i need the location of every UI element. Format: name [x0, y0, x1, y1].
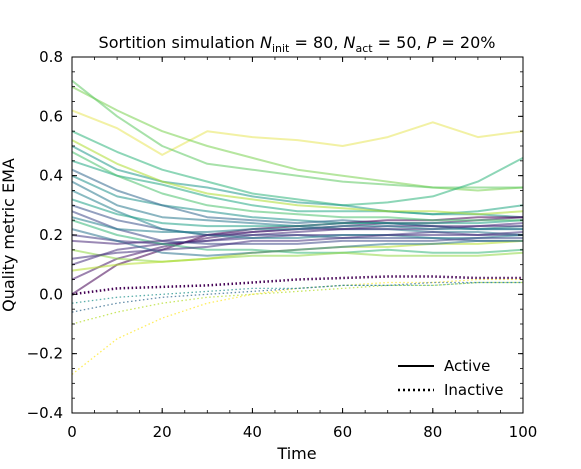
title-prefix: Sortition simulation [99, 33, 260, 52]
chart-title: Sortition simulation Ninit = 80, Nact = … [99, 33, 496, 55]
plot-frame [71, 56, 524, 414]
y-tick-label: 0.6 [39, 107, 63, 125]
series-line-16 [71, 248, 524, 263]
title-n2-sub: act [355, 42, 373, 55]
y-axis-label: Quality metric EMA [0, 158, 18, 312]
series-line-1 [71, 109, 524, 156]
x-axis-label: Time [276, 444, 316, 463]
x-tick-label: 100 [509, 423, 538, 441]
y-tick-label: 0.8 [39, 48, 63, 66]
title-n2-rest: = 50, [373, 33, 427, 52]
series-line-30 [71, 281, 523, 313]
series-layer [71, 79, 524, 375]
y-tick-label: 0.4 [39, 167, 63, 185]
legend-inactive-label: Inactive [444, 381, 504, 399]
series-line-27 [71, 275, 523, 296]
series-line-20 [71, 210, 523, 245]
title-p-rest: = 20% [436, 33, 495, 52]
x-tick-label: 40 [243, 423, 262, 441]
series-line-19 [71, 189, 524, 239]
series-line-28 [71, 278, 523, 375]
ticks-layer: 0 20 40 60 80 100 −0.4 −0.2 0.0 0.2 0.4 0.6 0.8 [27, 48, 538, 441]
y-tick-label: 0.0 [39, 285, 63, 303]
series-line-26 [71, 216, 523, 233]
y-tick-label: −0.2 [27, 345, 63, 363]
series-line-24 [71, 151, 523, 222]
series-line-23 [71, 198, 524, 228]
series-line-21 [71, 231, 524, 260]
legend: Active Inactive [398, 357, 504, 399]
title-n1-rest: = 80, [289, 33, 343, 52]
title-n1-sub: init [272, 42, 290, 55]
title-p: P [427, 33, 437, 52]
series-line-6 [71, 145, 524, 219]
x-tick-label: 0 [67, 423, 77, 441]
series-line-18 [71, 228, 523, 257]
y-tick-label: 0.2 [39, 226, 63, 244]
series-line-25 [71, 139, 524, 216]
series-line-3 [71, 79, 523, 189]
series-line-4 [71, 130, 524, 207]
series-line-29 [71, 281, 523, 325]
series-line-31 [71, 281, 523, 304]
y-tick-label: −0.4 [27, 404, 63, 422]
x-tick-label: 20 [153, 423, 172, 441]
title-n2: N [343, 33, 355, 52]
x-tick-label: 60 [333, 423, 352, 441]
x-tick-label: 80 [423, 423, 442, 441]
legend-active-label: Active [444, 357, 490, 375]
title-n1: N [260, 33, 272, 52]
